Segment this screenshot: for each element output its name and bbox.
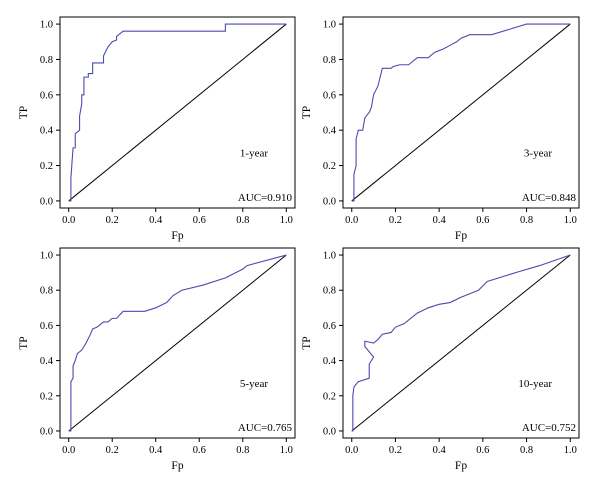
x-tick-label: 0.0 — [62, 215, 75, 226]
reference-diagonal — [351, 254, 571, 432]
y-tick-label: 0.0 — [323, 426, 336, 437]
x-axis-title: Fp — [455, 230, 467, 242]
y-tick-label: 0.6 — [40, 90, 53, 101]
x-tick-label: 1.0 — [564, 445, 577, 456]
x-tick-label: 0.8 — [236, 445, 249, 456]
horizon-label: 10-year — [518, 378, 552, 390]
y-tick-label: 1.0 — [323, 20, 336, 31]
y-tick-label: 0.2 — [40, 391, 53, 402]
x-tick-label: 0.6 — [193, 215, 206, 226]
y-tick-label: 0.0 — [40, 426, 53, 437]
x-tick-label: 0.6 — [476, 215, 489, 226]
y-tick-label: 0.8 — [40, 55, 53, 66]
auc-annotation: AUC=0.910 — [238, 192, 293, 204]
x-axis-title: Fp — [171, 460, 183, 472]
x-tick-label: 0.8 — [236, 215, 249, 226]
y-tick-label: 1.0 — [40, 251, 53, 262]
roc-panel-1: 0.0 0.2 0.4 0.6 0.8 1.0 0.0 0.2 0.4 0.6 0.8 1.0 Fp TP… — [18, 16, 296, 242]
reference-diagonal — [68, 254, 287, 432]
y-tick-label: 0.6 — [323, 90, 336, 101]
x-tick-label: 0.0 — [345, 445, 358, 456]
reference-diagonal — [351, 23, 571, 202]
auc-annotation: AUC=0.765 — [238, 422, 293, 434]
x-tick-label: 0.4 — [433, 215, 447, 226]
x-tick-label: 0.2 — [389, 445, 402, 456]
y-axis-title: TP — [301, 106, 313, 119]
x-axis-title: Fp — [455, 460, 467, 472]
x-tick-label: 0.8 — [520, 215, 533, 226]
y-tick-label: 0.4 — [40, 126, 54, 137]
horizon-label: 5-year — [240, 378, 268, 390]
horizon-label: 1-year — [240, 148, 268, 160]
x-axis-title: Fp — [171, 230, 183, 242]
y-tick-label: 0.2 — [323, 161, 336, 172]
x-tick-label: 1.0 — [280, 445, 293, 456]
plot-frame — [59, 16, 296, 209]
x-tick-label: 0.8 — [520, 445, 533, 456]
y-axis-title: TP — [18, 106, 30, 119]
y-tick-label: 0.8 — [323, 55, 336, 66]
x-tick-label: 0.4 — [149, 215, 163, 226]
x-tick-label: 0.2 — [106, 445, 119, 456]
y-tick-label: 1.0 — [40, 20, 53, 31]
y-tick-label: 0.6 — [40, 321, 53, 332]
roc-curve — [68, 23, 287, 202]
y-tick-label: 0.0 — [323, 196, 336, 207]
auc-annotation: AUC=0.752 — [522, 422, 576, 434]
y-axis-title: TP — [301, 336, 313, 349]
x-tick-label: 0.2 — [106, 215, 119, 226]
x-tick-label: 0.0 — [62, 445, 75, 456]
y-tick-label: 0.0 — [40, 196, 53, 207]
roc-curve — [351, 23, 571, 202]
roc-panel-3: 0.0 0.2 0.4 0.6 0.8 1.0 0.0 0.2 0.4 0.6 0.8 1.0 Fp TP… — [18, 247, 296, 472]
y-tick-label: 0.8 — [323, 286, 336, 297]
roc-panel-2: 0.0 0.2 0.4 0.6 0.8 1.0 0.0 0.2 0.4 0.6 0.8 1.0 Fp TP… — [301, 16, 580, 242]
x-tick-label: 0.6 — [193, 445, 206, 456]
x-tick-label: 0.4 — [433, 445, 447, 456]
y-tick-label: 0.8 — [40, 286, 53, 297]
roc-panel-4: 0.0 0.2 0.4 0.6 0.8 1.0 0.0 0.2 0.4 0.6 0.8 1.0 Fp TP… — [301, 247, 580, 472]
y-tick-label: 0.4 — [40, 356, 54, 367]
y-tick-label: 0.4 — [323, 356, 337, 367]
y-tick-label: 0.2 — [323, 391, 336, 402]
plot-frame — [59, 247, 296, 439]
roc-curve — [351, 254, 571, 432]
y-tick-label: 0.2 — [40, 161, 53, 172]
y-tick-label: 0.4 — [323, 126, 337, 137]
y-tick-label: 0.6 — [323, 321, 336, 332]
y-axis-title: TP — [18, 336, 30, 349]
roc-curve — [68, 254, 287, 432]
auc-annotation: AUC=0.848 — [522, 192, 577, 204]
x-tick-label: 0.2 — [389, 215, 402, 226]
x-tick-label: 0.6 — [476, 445, 489, 456]
plot-frame — [342, 247, 580, 439]
y-tick-label: 1.0 — [323, 251, 336, 262]
reference-diagonal — [68, 23, 287, 202]
x-tick-label: 1.0 — [280, 215, 293, 226]
x-tick-label: 0.4 — [149, 445, 163, 456]
horizon-label: 3-year — [524, 148, 552, 160]
x-tick-label: 0.0 — [345, 215, 358, 226]
x-tick-label: 1.0 — [564, 215, 577, 226]
plot-frame — [342, 16, 580, 209]
